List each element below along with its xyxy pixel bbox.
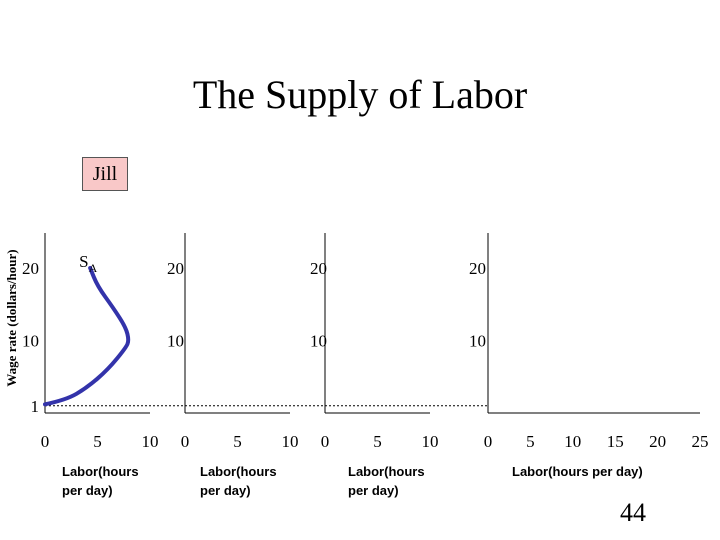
y-tick-label-2-20: 20 — [167, 259, 184, 278]
x-axis-label-1-line2: per day) — [62, 483, 113, 498]
x-tick-label-1-5: 5 — [93, 432, 102, 451]
x-axis-label-1-line1: Labor(hours — [62, 464, 139, 479]
y-tick-label-1-20: 20 — [22, 259, 39, 278]
jill-label-box: Jill — [82, 157, 128, 191]
x-tick-label-4-0: 0 — [484, 432, 493, 451]
x-axis-label-2-line2: per day) — [200, 483, 251, 498]
x-tick-label-3-5: 5 — [373, 432, 382, 451]
x-tick-label-4-10: 10 — [564, 432, 581, 451]
slide-number: 44 — [620, 498, 646, 527]
x-tick-label-1-10: 10 — [142, 432, 159, 451]
x-axis-label-4-line1: Labor(hours per day) — [512, 464, 643, 479]
y-tick-label-4-20: 20 — [469, 259, 486, 278]
y-tick-label-3-10: 10 — [310, 332, 327, 351]
y-tick-label-1-1: 1 — [31, 397, 40, 416]
x-axis-label-3-line1: Labor(hours — [348, 464, 425, 479]
y-tick-label-1-10: 10 — [22, 332, 39, 351]
page-title: The Supply of Labor — [192, 72, 528, 117]
supply-curve-label-subscript: A — [89, 261, 98, 275]
y-tick-label-4-10: 10 — [469, 332, 486, 351]
supply-curve-label: SA — [79, 252, 97, 275]
x-axis-label-3-line2: per day) — [348, 483, 399, 498]
x-axis-label-2-line1: Labor(hours — [200, 464, 277, 479]
x-tick-label-1-0: 0 — [41, 432, 50, 451]
supply-curve-SA — [43, 266, 131, 407]
x-tick-label-4-20: 20 — [649, 432, 666, 451]
x-tick-label-4-25: 25 — [692, 432, 709, 451]
x-tick-label-2-0: 0 — [181, 432, 190, 451]
x-tick-label-2-10: 10 — [282, 432, 299, 451]
y-tick-label-3-20: 20 — [310, 259, 327, 278]
x-tick-label-4-5: 5 — [526, 432, 535, 451]
x-tick-label-3-0: 0 — [321, 432, 330, 451]
x-tick-label-4-15: 15 — [607, 432, 624, 451]
y-tick-label-2-10: 10 — [167, 332, 184, 351]
x-tick-label-2-5: 5 — [233, 432, 242, 451]
x-tick-label-3-10: 10 — [422, 432, 439, 451]
